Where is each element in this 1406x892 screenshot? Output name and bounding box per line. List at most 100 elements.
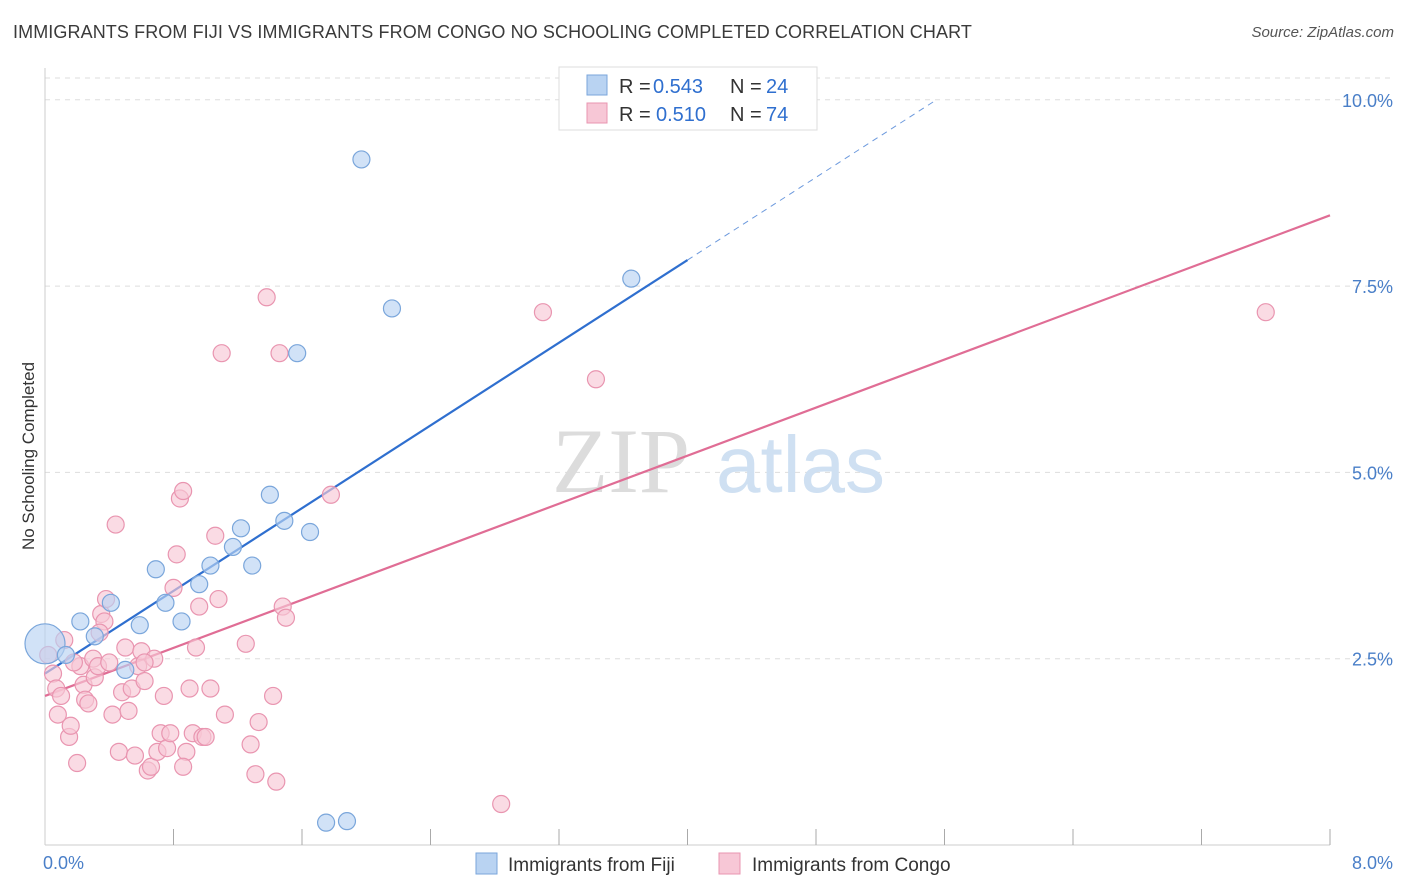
congo-point-40 — [167, 545, 186, 564]
fiji-point-17 — [300, 522, 320, 542]
x-tick-label-1: 8.0% — [1352, 853, 1393, 873]
congo-point-66 — [533, 303, 553, 322]
congo-point-39 — [164, 578, 183, 598]
legend-box: R = 0.543 N = 24 R = 0.510 N = 74 — [558, 66, 818, 131]
congo-point-4 — [51, 686, 71, 706]
congo-point-64 — [321, 485, 341, 504]
fiji-point-7 — [146, 560, 165, 579]
legend-fiji-n-label: N = — [730, 76, 762, 98]
fiji-point-9 — [172, 612, 191, 631]
y-axis-label: No Schooling Completed — [19, 362, 38, 550]
congo-point-53 — [212, 344, 231, 363]
congo-point-54 — [236, 634, 255, 653]
congo-point-63 — [276, 608, 296, 627]
fiji-point-0 — [24, 623, 66, 665]
fiji-point-21 — [352, 150, 371, 169]
congo-point-24 — [116, 638, 135, 657]
y-tick-label-1: 5.0% — [1352, 463, 1393, 483]
fiji-point-5 — [116, 660, 135, 679]
watermark-atlas: atlas — [716, 420, 885, 509]
source-label: Source: ZipAtlas.com — [1251, 24, 1394, 41]
congo-point-60 — [267, 772, 286, 791]
legend-swatch-fiji — [586, 74, 608, 96]
congo-point-27 — [125, 746, 145, 765]
congo-point-56 — [246, 765, 265, 784]
fiji-point-3 — [85, 627, 104, 646]
fiji-point-23 — [622, 269, 641, 288]
fiji-point-8 — [156, 593, 175, 612]
congo-point-42 — [174, 481, 193, 501]
bottom-legend-swatch-fiji — [475, 852, 498, 875]
y-tick-label-0: 2.5% — [1352, 650, 1393, 670]
congo-point-38 — [161, 724, 180, 743]
congo-point-61 — [270, 344, 289, 363]
fiji-point-15 — [260, 485, 279, 504]
legend-congo-n-label: N = — [730, 104, 762, 126]
legend-swatch-congo — [586, 102, 608, 124]
congo-point-20 — [103, 705, 122, 724]
congo-point-30 — [135, 671, 154, 691]
legend-fiji-n-value: 24 — [766, 76, 788, 98]
data-points — [24, 150, 1275, 832]
chart-title: IMMIGRANTS FROM FIJI VS IMMIGRANTS FROM … — [13, 22, 972, 42]
congo-point-72 — [174, 757, 193, 776]
legend-fiji-r-label: R = — [619, 76, 651, 98]
congo-point-37 — [157, 739, 177, 758]
watermark-zip: ZIP — [552, 410, 690, 512]
congo-point-7 — [61, 716, 80, 735]
fiji-point-20 — [337, 812, 357, 831]
tick-labels: 2.5% 5.0% 7.5% 10.0% 0.0% 8.0% — [43, 91, 1393, 873]
trend-lines — [44, 99, 1331, 697]
fiji-point-11 — [201, 556, 220, 575]
congo-point-36 — [154, 686, 173, 706]
congo-point-43 — [177, 742, 196, 761]
congo-point-68 — [1256, 303, 1275, 322]
fiji-point-22 — [382, 299, 402, 318]
congo-point-1 — [43, 664, 63, 683]
congo-trend-line — [44, 214, 1331, 697]
bottom-legend-swatch-congo — [718, 852, 741, 875]
fiji-point-19 — [316, 813, 336, 832]
congo-point-58 — [257, 288, 276, 307]
legend-congo-n-value: 74 — [766, 104, 788, 126]
axes — [44, 68, 1331, 846]
congo-point-19 — [100, 653, 119, 672]
congo-point-67 — [586, 370, 606, 389]
y-tick-label-3: 10.0% — [1342, 91, 1393, 111]
congo-point-3 — [48, 705, 67, 724]
congo-point-21 — [106, 515, 125, 534]
fiji-trend-extension — [687, 99, 937, 261]
fiji-point-1 — [56, 645, 75, 665]
congo-point-52 — [209, 589, 228, 609]
fiji-point-6 — [130, 616, 149, 635]
legend-congo-r-label: R = — [619, 104, 651, 126]
bottom-legend-congo: Immigrants from Congo — [752, 855, 951, 876]
congo-point-49 — [196, 727, 215, 747]
congo-point-25 — [119, 701, 138, 720]
congo-point-55 — [241, 735, 260, 754]
watermark: ZIP atlas — [552, 410, 885, 512]
fiji-trend-line — [44, 259, 689, 675]
congo-point-8 — [68, 753, 87, 773]
congo-point-46 — [186, 638, 206, 657]
fiji-point-2 — [71, 612, 90, 631]
congo-point-51 — [206, 526, 225, 545]
legend-fiji-r-value: 0.543 — [653, 76, 703, 98]
fiji-point-18 — [288, 344, 307, 363]
fiji-point-16 — [275, 511, 294, 530]
fiji-point-10 — [190, 575, 209, 594]
congo-point-22 — [109, 742, 128, 761]
congo-point-59 — [263, 686, 283, 706]
fiji-point-14 — [243, 556, 262, 575]
bottom-legend: Immigrants from Fiji Immigrants from Con… — [475, 852, 951, 876]
legend-congo-r-value: 0.510 — [656, 104, 706, 126]
congo-point-44 — [180, 679, 199, 698]
fiji-point-13 — [231, 519, 251, 538]
y-tick-label-2: 7.5% — [1352, 277, 1393, 297]
fiji-point-12 — [223, 537, 243, 557]
x-tick-label-0: 0.0% — [43, 853, 84, 873]
bottom-legend-fiji: Immigrants from Fiji — [508, 855, 675, 876]
congo-point-57 — [249, 712, 268, 732]
congo-point-47 — [190, 597, 209, 616]
